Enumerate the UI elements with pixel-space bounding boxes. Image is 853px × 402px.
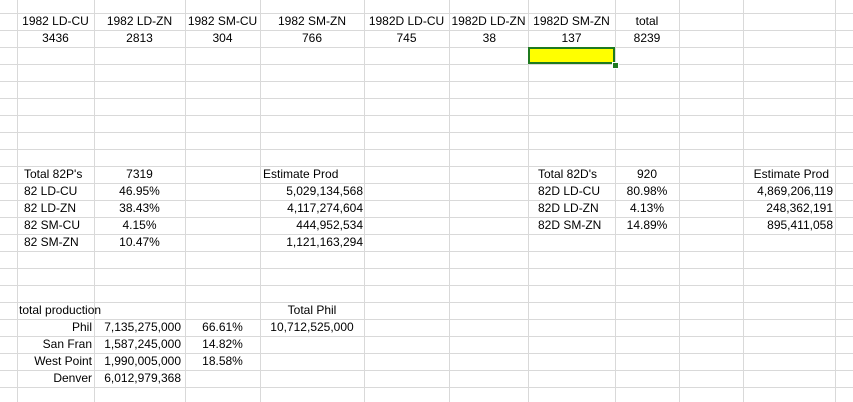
total-82p-label[interactable]: Total 82P's [24, 167, 83, 181]
total-82d-value[interactable]: 920 [636, 167, 658, 181]
grid-line [0, 166, 853, 167]
p-estimate-value[interactable]: 444,952,534 [296, 218, 363, 232]
p-estimate-value[interactable]: 4,117,274,604 [287, 201, 363, 215]
header-1982d-ld-zn[interactable]: 1982D LD-ZN [451, 14, 526, 28]
d-row-pct[interactable]: 14.89% [626, 218, 668, 232]
grid-line [0, 353, 853, 354]
mint-pct[interactable] [185, 370, 260, 386]
p-row-label[interactable]: 82 LD-CU [24, 184, 78, 198]
grid-line [449, 0, 450, 402]
total-phil-label[interactable]: Total Phil [287, 303, 337, 317]
mint-name[interactable]: Denver [53, 371, 92, 385]
grid-line [0, 251, 853, 252]
mint-pct[interactable]: 66.61% [202, 320, 243, 334]
p-row-pct[interactable]: 4.15% [122, 218, 157, 232]
p-estimate-value[interactable]: 5,029,134,568 [286, 184, 363, 198]
count-1982-ld-cu[interactable]: 3436 [42, 31, 69, 45]
d-estimate-value[interactable]: 895,411,058 [767, 218, 833, 232]
count-1982-sm-cu[interactable]: 304 [212, 31, 233, 45]
header-1982d-sm-zn[interactable]: 1982D SM-ZN [533, 14, 610, 28]
grid-line [17, 0, 18, 402]
p-row-pct[interactable]: 46.95% [119, 184, 160, 198]
grid-line [679, 0, 680, 402]
mint-pct[interactable]: 18.58% [202, 354, 243, 368]
grid-line [0, 200, 853, 201]
mint-amount[interactable]: 7,135,275,000 [104, 320, 181, 334]
total-production-label[interactable]: total production [19, 303, 102, 317]
d-row-pct[interactable]: 80.98% [626, 184, 668, 198]
grid-line [0, 13, 853, 14]
grid-line [0, 234, 853, 235]
p-estimate-label[interactable]: Estimate Prod [263, 167, 339, 181]
count-1982d-ld-cu[interactable]: 745 [396, 31, 417, 45]
count-1982-sm-zn[interactable]: 766 [301, 31, 323, 45]
d-row-label[interactable]: 82D SM-ZN [538, 218, 602, 232]
grid-line [0, 81, 853, 82]
p-row-label[interactable]: 82 SM-ZN [24, 235, 79, 249]
p-estimate-value[interactable]: 1,121,163,294 [286, 235, 363, 249]
grid-line [94, 0, 95, 402]
d-row-label[interactable]: 82D LD-CU [538, 184, 601, 198]
mint-pct[interactable]: 14.82% [202, 337, 243, 351]
grid-line [0, 387, 853, 388]
grid-line [0, 98, 853, 99]
grid-line [0, 319, 853, 320]
count-1982d-sm-zn[interactable]: 137 [561, 31, 582, 45]
header-1982d-ld-cu[interactable]: 1982D LD-CU [368, 14, 445, 28]
header-1982-sm-zn[interactable]: 1982 SM-ZN [277, 14, 347, 28]
mint-amount[interactable]: 1,990,005,000 [104, 354, 181, 368]
header-total[interactable]: total [635, 14, 659, 28]
mint-name[interactable]: San Fran [42, 337, 92, 351]
d-row-pct[interactable]: 4.13% [629, 201, 665, 215]
header-1982-ld-zn[interactable]: 1982 LD-ZN [106, 14, 173, 28]
grid-line [0, 370, 853, 371]
grid-line [0, 149, 853, 150]
selected-cell[interactable] [528, 47, 615, 64]
count-1982d-ld-zn[interactable]: 38 [482, 31, 496, 45]
grid-line [260, 0, 261, 402]
total-82p-value[interactable]: 7319 [126, 167, 153, 181]
grid-line [743, 0, 744, 402]
p-row-label[interactable]: 82 LD-ZN [24, 201, 77, 215]
grid-line [0, 336, 853, 337]
total-82d-label[interactable]: Total 82D's [538, 167, 597, 181]
grid-line [364, 0, 365, 402]
mint-name[interactable]: Phil [71, 320, 92, 334]
grid-line [0, 268, 853, 269]
grid-line [835, 0, 836, 402]
grid-line [0, 30, 853, 31]
mint-name[interactable]: West Point [34, 354, 92, 368]
d-estimate-value[interactable]: 248,362,191 [766, 201, 833, 215]
grid-line [0, 132, 853, 133]
count-1982-ld-zn[interactable]: 2813 [126, 31, 153, 45]
total-phil-value[interactable]: 10,712,525,000 [270, 320, 354, 334]
grid-line [615, 0, 616, 402]
grid-line [0, 47, 853, 48]
grid-line [528, 0, 529, 402]
p-row-label[interactable]: 82 SM-CU [24, 218, 81, 232]
d-row-label[interactable]: 82D LD-ZN [538, 201, 599, 215]
mint-amount[interactable]: 1,587,245,000 [104, 337, 181, 351]
grid-line [185, 0, 186, 402]
mint-amount[interactable]: 6,012,979,368 [104, 371, 181, 385]
count-total[interactable]: 8239 [633, 31, 661, 45]
p-row-pct[interactable]: 38.43% [119, 201, 160, 215]
grid-line [0, 285, 853, 286]
header-1982-sm-cu[interactable]: 1982 SM-CU [187, 14, 258, 28]
d-estimate-value[interactable]: 4,869,206,119 [757, 184, 833, 198]
fill-handle[interactable] [612, 62, 619, 69]
grid-line [0, 64, 853, 65]
grid-line [0, 115, 853, 116]
grid-line [0, 183, 853, 184]
grid-line [0, 302, 853, 303]
p-row-pct[interactable]: 10.47% [119, 235, 160, 249]
header-1982-ld-cu[interactable]: 1982 LD-CU [22, 14, 89, 28]
grid-line [0, 217, 853, 218]
d-estimate-label[interactable]: Estimate Prod [753, 167, 829, 181]
